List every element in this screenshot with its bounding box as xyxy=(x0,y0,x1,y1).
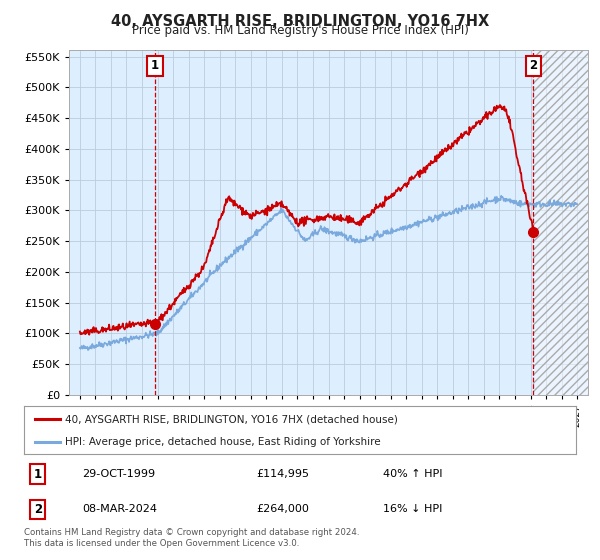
Text: Price paid vs. HM Land Registry's House Price Index (HPI): Price paid vs. HM Land Registry's House … xyxy=(131,24,469,37)
Text: Contains HM Land Registry data © Crown copyright and database right 2024.: Contains HM Land Registry data © Crown c… xyxy=(24,528,359,536)
Text: 40, AYSGARTH RISE, BRIDLINGTON, YO16 7HX: 40, AYSGARTH RISE, BRIDLINGTON, YO16 7HX xyxy=(111,14,489,29)
Text: £114,995: £114,995 xyxy=(256,469,309,479)
Text: HPI: Average price, detached house, East Riding of Yorkshire: HPI: Average price, detached house, East… xyxy=(65,437,381,447)
Text: 1: 1 xyxy=(34,468,42,480)
Text: 29-OCT-1999: 29-OCT-1999 xyxy=(82,469,155,479)
Text: This data is licensed under the Open Government Licence v3.0.: This data is licensed under the Open Gov… xyxy=(24,539,299,548)
Text: 40% ↑ HPI: 40% ↑ HPI xyxy=(383,469,442,479)
Bar xyxy=(533,50,588,395)
Text: 1: 1 xyxy=(151,59,159,72)
Text: 2: 2 xyxy=(34,503,42,516)
Text: 2: 2 xyxy=(529,59,538,72)
Bar xyxy=(533,50,588,395)
Text: £264,000: £264,000 xyxy=(256,505,309,515)
Text: 16% ↓ HPI: 16% ↓ HPI xyxy=(383,505,442,515)
Text: 40, AYSGARTH RISE, BRIDLINGTON, YO16 7HX (detached house): 40, AYSGARTH RISE, BRIDLINGTON, YO16 7HX… xyxy=(65,414,398,424)
Text: 08-MAR-2024: 08-MAR-2024 xyxy=(82,505,157,515)
